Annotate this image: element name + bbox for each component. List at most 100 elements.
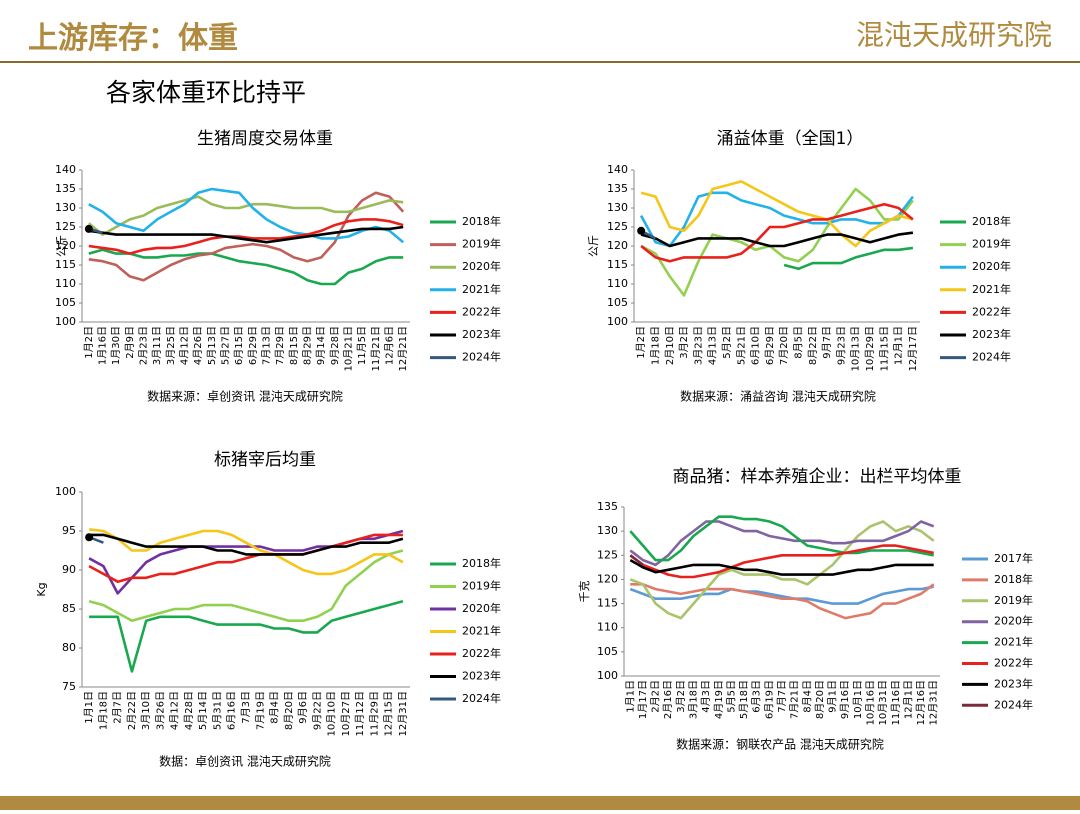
series-line <box>87 195 404 236</box>
x-tick-label: 3月10日 <box>140 691 152 730</box>
x-tick-label: 9月16日 <box>839 680 851 719</box>
x-tick-label: 9月14日 <box>315 326 327 365</box>
x-tick-label: 4月28日 <box>183 691 195 730</box>
x-tick-label: 2月22日 <box>126 691 138 730</box>
legend-label: 2019年 <box>972 237 1011 251</box>
series-line <box>629 544 934 579</box>
legend-label: 2022年 <box>972 304 1011 318</box>
x-tick-label: 12月15日 <box>383 691 395 736</box>
y-axis-label: 公斤 <box>55 235 68 257</box>
legend-label: 2020年 <box>994 614 1033 628</box>
y-tick-label: 125 <box>607 220 628 233</box>
series-line <box>629 520 935 567</box>
legend-label: 2017年 <box>994 551 1033 565</box>
series-line <box>640 180 914 248</box>
y-tick-label: 100 <box>55 315 76 328</box>
y-tick-label: 110 <box>597 621 618 634</box>
x-tick-label: 4月19日 <box>713 680 725 719</box>
x-tick-label: 7月7日 <box>776 680 788 713</box>
x-tick-label: 12月17日 <box>907 326 919 371</box>
x-tick-label: 6月15日 <box>233 326 245 365</box>
x-tick-label: 6月29日 <box>764 326 776 365</box>
x-tick-label: 11月12日 <box>354 691 366 736</box>
series-line <box>89 599 404 673</box>
legend-label: 2022年 <box>994 656 1033 670</box>
x-tick-label: 2月2日 <box>650 680 662 713</box>
y-tick-label: 100 <box>607 315 628 328</box>
legend-label: 2018年 <box>462 214 501 228</box>
y-tick-label: 80 <box>62 641 76 654</box>
x-tick-label: 12月31日 <box>397 691 409 736</box>
y-tick-label: 105 <box>55 296 76 309</box>
y-tick-label: 130 <box>597 524 618 537</box>
footer-band <box>0 796 1080 810</box>
y-axis-label: 公斤 <box>587 235 600 257</box>
series-line <box>88 528 404 576</box>
x-tick-label: 11月29日 <box>368 691 380 736</box>
series-line <box>88 225 404 244</box>
legend-label: 2023年 <box>462 669 501 683</box>
source-note: 数据来源：卓创资讯 混沌天成研究院 <box>147 389 343 404</box>
x-tick-label: 11月15日 <box>878 326 890 371</box>
x-tick-label: 9月22日 <box>311 691 323 730</box>
x-tick-label: 3月2日 <box>678 326 690 359</box>
x-tick-label: 8月22日 <box>807 326 819 365</box>
x-tick-label: 3月11日 <box>151 326 163 365</box>
chart-title: 生猪周度交易体重 <box>197 129 333 149</box>
legend-label: 2020年 <box>462 601 501 615</box>
y-axis-label: Kg <box>35 582 48 596</box>
legend-label: 2019年 <box>462 579 501 593</box>
x-tick-label: 12月1日 <box>902 680 914 719</box>
legend-label: 2020年 <box>972 259 1011 273</box>
x-tick-label: 8月20日 <box>283 691 295 730</box>
x-tick-label: 7月19日 <box>254 691 266 730</box>
x-tick-label: 10月31日 <box>877 680 889 725</box>
y-tick-label: 130 <box>607 201 628 214</box>
x-tick-label: 12月21日 <box>397 326 409 371</box>
chart-title: 标猪宰后均重 <box>214 450 316 470</box>
series-line <box>629 554 644 566</box>
x-tick-label: 6月3日 <box>751 680 763 713</box>
y-tick-label: 120 <box>55 239 76 252</box>
x-tick-label: 5月21日 <box>735 326 747 365</box>
x-tick-label: 1月1日 <box>624 680 636 713</box>
x-tick-label: 7月3日 <box>240 691 252 724</box>
x-tick-label: 4月12日 <box>179 326 191 365</box>
y-tick-label: 140 <box>607 163 628 176</box>
x-tick-label: 7月29日 <box>274 326 286 365</box>
y-tick-label: 120 <box>607 239 628 252</box>
x-tick-label: 5月18日 <box>738 680 750 719</box>
x-tick-label: 6月16日 <box>226 691 238 730</box>
x-tick-label: 1月1日 <box>83 691 95 724</box>
x-tick-label: 1月17日 <box>637 680 649 719</box>
y-tick-label: 90 <box>62 563 76 576</box>
x-tick-label: 5月27日 <box>220 326 232 365</box>
y-tick-label: 105 <box>597 645 618 658</box>
source-note: 数据：卓创资讯 混沌天成研究院 <box>159 754 331 769</box>
x-tick-label: 8月5日 <box>792 326 804 359</box>
x-tick-label: 5月13日 <box>206 326 218 365</box>
legend-label: 2024年 <box>462 691 501 705</box>
x-tick-label: 10月27日 <box>340 691 352 736</box>
y-tick-label: 100 <box>597 669 618 682</box>
series-line <box>640 231 914 248</box>
x-tick-label: 3月26日 <box>154 691 166 730</box>
x-tick-label: 3月23日 <box>692 326 704 365</box>
x-tick-label: 6月29日 <box>247 326 259 365</box>
y-tick-label: 135 <box>607 182 628 195</box>
series-line <box>89 533 404 556</box>
y-tick-label: 130 <box>55 201 76 214</box>
x-tick-label: 5月31日 <box>211 691 223 730</box>
y-tick-label: 120 <box>597 572 618 585</box>
x-tick-label: 1月16日 <box>97 326 109 365</box>
series-start-dot <box>84 224 93 233</box>
x-tick-label: 9月6日 <box>297 691 309 724</box>
x-tick-label: 10月13日 <box>850 326 862 371</box>
x-tick-label: 11月21日 <box>370 326 382 371</box>
x-tick-label: 12月31日 <box>928 680 940 725</box>
x-tick-label: 10月16日 <box>864 680 876 725</box>
x-tick-label: 1月2日 <box>635 326 647 359</box>
x-tick-label: 9月7日 <box>821 326 833 359</box>
x-tick-label: 10月1日 <box>852 680 864 719</box>
